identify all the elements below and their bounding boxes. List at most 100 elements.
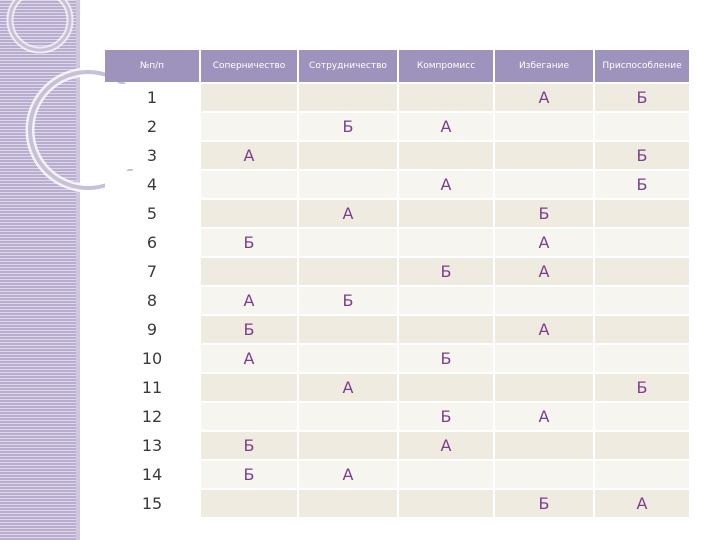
table-cell xyxy=(299,171,397,198)
table-cell: Б xyxy=(399,345,493,372)
table-cell xyxy=(201,113,297,140)
table-body: 1 А Б 2 Б А 3 А Б 4 А Б 5 А Б 6 Б А 7 Б А 8 А Б 9 Б А 10 А Б 11 А Б 12 Б А 1… xyxy=(105,84,689,517)
table-cell xyxy=(399,200,493,227)
table-cell xyxy=(299,229,397,256)
table-cell: А xyxy=(399,432,493,459)
table-cell: Б xyxy=(201,229,297,256)
table-cell xyxy=(399,374,493,401)
table-cell xyxy=(299,403,397,430)
side-edge-decoration xyxy=(76,0,80,540)
table-cell: Б xyxy=(595,171,689,198)
table-cell: Б xyxy=(201,316,297,343)
table-cell: А xyxy=(201,142,297,169)
table-cell: Б xyxy=(495,200,593,227)
table-cell xyxy=(399,316,493,343)
table-row: 4 А Б xyxy=(105,171,689,198)
table-cell: Б xyxy=(595,374,689,401)
row-number-cell: 6 xyxy=(105,229,199,256)
table-cell xyxy=(201,171,297,198)
table-cell xyxy=(299,258,397,285)
table-row: 10 А Б xyxy=(105,345,689,372)
table-cell xyxy=(299,432,397,459)
row-number-cell: 3 xyxy=(105,142,199,169)
row-number-cell: 10 xyxy=(105,345,199,372)
row-number-cell: 8 xyxy=(105,287,199,314)
row-number-cell: 14 xyxy=(105,461,199,488)
table-cell xyxy=(495,113,593,140)
table-cell: А xyxy=(495,84,593,111)
table-cell: А xyxy=(399,113,493,140)
table-cell: Б xyxy=(595,84,689,111)
table-cell: Б xyxy=(201,461,297,488)
table-cell: А xyxy=(495,258,593,285)
table-cell xyxy=(495,171,593,198)
table-cell xyxy=(299,345,397,372)
table-cell xyxy=(595,432,689,459)
conflict-style-table: №п/п Соперничество Сотрудничество Компро… xyxy=(103,48,691,519)
table-cell: А xyxy=(595,490,689,517)
row-number-cell: 12 xyxy=(105,403,199,430)
table-cell xyxy=(299,84,397,111)
table-header-row: №п/п Соперничество Сотрудничество Компро… xyxy=(105,50,689,82)
table-cell xyxy=(595,287,689,314)
table-cell xyxy=(495,461,593,488)
table-cell xyxy=(201,84,297,111)
table-cell xyxy=(299,316,397,343)
table-cell xyxy=(201,490,297,517)
table-cell xyxy=(595,461,689,488)
header-compromise: Компромисс xyxy=(399,50,493,82)
row-number-cell: 9 xyxy=(105,316,199,343)
table-cell: Б xyxy=(399,403,493,430)
header-cooperation: Сотрудничество xyxy=(299,50,397,82)
row-number-cell: 15 xyxy=(105,490,199,517)
header-rivalry: Соперничество xyxy=(201,50,297,82)
table-row: 13 Б А xyxy=(105,432,689,459)
table-cell xyxy=(399,490,493,517)
table-cell: Б xyxy=(201,432,297,459)
table-row: 12 Б А xyxy=(105,403,689,430)
table-cell: А xyxy=(299,461,397,488)
row-number-cell: 11 xyxy=(105,374,199,401)
header-accommodation: Приспособление xyxy=(595,50,689,82)
table-cell xyxy=(595,316,689,343)
table-cell xyxy=(201,200,297,227)
row-number-cell: 5 xyxy=(105,200,199,227)
table-cell: Б xyxy=(299,287,397,314)
table-cell xyxy=(495,374,593,401)
table-cell: Б xyxy=(299,113,397,140)
table-cell: А xyxy=(299,200,397,227)
table-cell xyxy=(595,403,689,430)
table-cell xyxy=(495,432,593,459)
table-row: 15 Б А xyxy=(105,490,689,517)
table-cell xyxy=(595,200,689,227)
table-cell: Б xyxy=(399,258,493,285)
row-number-cell: 2 xyxy=(105,113,199,140)
table-cell: Б xyxy=(595,142,689,169)
table-row: 5 А Б xyxy=(105,200,689,227)
table-cell xyxy=(495,345,593,372)
table-cell xyxy=(399,229,493,256)
table-cell xyxy=(595,345,689,372)
table-cell: А xyxy=(495,316,593,343)
table-cell xyxy=(399,287,493,314)
table-row: 11 А Б xyxy=(105,374,689,401)
row-number-cell: 13 xyxy=(105,432,199,459)
table-cell xyxy=(495,287,593,314)
table-row: 14 Б А xyxy=(105,461,689,488)
table-cell xyxy=(299,142,397,169)
table-cell xyxy=(201,374,297,401)
table-cell xyxy=(201,258,297,285)
table-cell xyxy=(299,490,397,517)
table-cell xyxy=(399,142,493,169)
decorative-circles-graphic xyxy=(6,0,140,193)
table-cell xyxy=(595,258,689,285)
header-number: №п/п xyxy=(105,50,199,82)
row-number-cell: 7 xyxy=(105,258,199,285)
table-cell: А xyxy=(399,171,493,198)
